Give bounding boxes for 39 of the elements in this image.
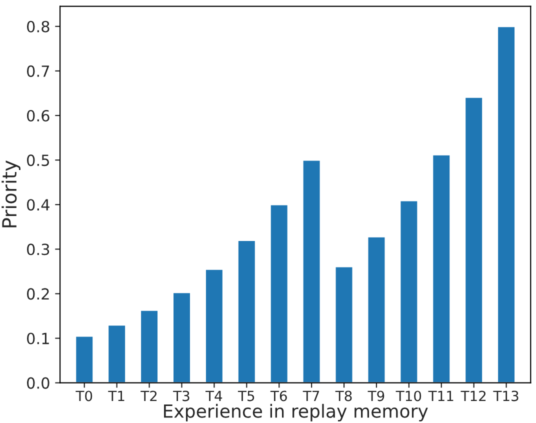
y-tick-label: 0.6 xyxy=(27,110,50,122)
x-tick-label: T7 xyxy=(302,390,320,402)
y-axis-title: Priority xyxy=(2,160,20,228)
bar xyxy=(172,292,192,383)
bar xyxy=(74,335,94,383)
bar xyxy=(334,266,354,383)
x-tick-label: T11 xyxy=(428,390,454,402)
x-tick-label: T12 xyxy=(460,390,486,402)
y-tick-label: 0.2 xyxy=(27,288,49,300)
y-tick-label: 0.3 xyxy=(27,244,50,256)
x-tick-label: T1 xyxy=(108,390,124,402)
bar xyxy=(366,236,386,383)
y-tick-label: 0.4 xyxy=(27,199,50,211)
x-tick-label: T9 xyxy=(368,390,384,402)
bar xyxy=(204,268,224,383)
bar xyxy=(464,96,484,383)
y-tick-label: 0.8 xyxy=(27,20,50,32)
x-tick-label: T13 xyxy=(493,390,518,402)
y-tick-label: 0.0 xyxy=(27,377,50,389)
bar xyxy=(237,240,256,383)
x-tick-label: T4 xyxy=(205,390,222,402)
x-tick-label: T5 xyxy=(238,390,254,402)
x-tick-label: T0 xyxy=(76,390,92,402)
x-tick-label: T3 xyxy=(173,390,190,402)
y-tick-label: 0.5 xyxy=(27,154,49,166)
y-tick-label: 0.7 xyxy=(27,65,50,77)
x-tick-label: T10 xyxy=(396,390,422,402)
bar xyxy=(432,154,452,383)
bar xyxy=(399,200,419,383)
x-axis-title: Experience in replay memory xyxy=(164,404,428,422)
bar xyxy=(302,159,322,383)
bar xyxy=(140,310,159,383)
bar xyxy=(269,204,289,383)
bar xyxy=(107,324,126,383)
y-tick-label: 0.1 xyxy=(27,332,49,344)
x-tick-label: T2 xyxy=(140,390,157,402)
x-tick-label: T6 xyxy=(270,390,287,402)
bar xyxy=(496,26,516,383)
x-tick-label: T8 xyxy=(335,390,352,402)
